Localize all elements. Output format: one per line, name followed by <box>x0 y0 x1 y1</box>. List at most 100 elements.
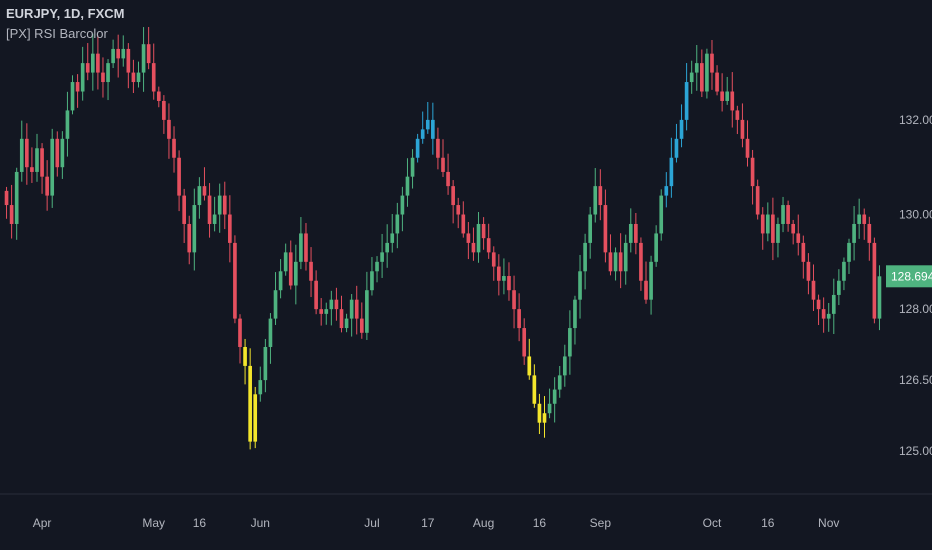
indicator-title[interactable]: [PX] RSI Barcolor <box>6 26 108 41</box>
candle-body <box>177 157 181 196</box>
candle-body <box>359 318 364 333</box>
candle-body <box>121 48 126 59</box>
candle-body <box>669 157 674 187</box>
candle-body <box>486 238 491 253</box>
candle-body <box>700 63 704 92</box>
candle-body <box>197 186 202 206</box>
candle-body <box>111 48 115 64</box>
candle-body <box>446 171 450 187</box>
candle-body <box>90 53 95 73</box>
candle-body <box>639 242 643 281</box>
time-tick-label: 17 <box>421 516 435 530</box>
candle-body <box>390 233 395 243</box>
candle-body <box>557 375 562 390</box>
candle-body <box>96 53 100 73</box>
time-tick-label: 16 <box>533 516 547 530</box>
candle-body <box>187 223 192 253</box>
candle-body <box>395 214 400 234</box>
candle-body <box>314 280 318 310</box>
candle-body <box>847 242 851 262</box>
candle-body <box>491 252 496 267</box>
candle-body <box>466 233 471 243</box>
time-axis[interactable]: Apr May 16 Jun Jul 17 Aug 16 Sep Oct 16 Nov <box>33 516 840 530</box>
candle-body <box>694 63 699 73</box>
price-axis[interactable]: 132.000 130.000 128.000 126.500 125.000 <box>899 113 932 458</box>
candle-body <box>75 82 80 92</box>
candle-body <box>253 394 258 442</box>
candle-body <box>542 413 547 423</box>
candle-body <box>578 271 582 300</box>
price-tick-label: 128.000 <box>899 302 932 316</box>
time-tick-label: Aug <box>473 516 494 530</box>
time-tick-label: Jul <box>364 516 379 530</box>
candle-body <box>375 261 379 272</box>
candle-body <box>750 157 755 187</box>
time-tick-label: Oct <box>703 516 722 530</box>
candle-body <box>70 82 75 111</box>
candle-body <box>136 72 141 83</box>
candles-group <box>4 26 882 450</box>
candle-body <box>85 63 90 73</box>
candle-body <box>517 309 521 329</box>
last-price-background <box>886 265 932 288</box>
candle-body <box>532 375 537 404</box>
symbol-title[interactable]: EURJPY, 1D, FXCM <box>6 6 125 21</box>
candle-body <box>25 138 29 168</box>
candle-body <box>45 176 49 196</box>
candle-body <box>689 72 694 83</box>
candle-body <box>304 233 308 262</box>
candle-body <box>167 119 171 139</box>
candle-body <box>319 309 324 314</box>
candle-body <box>588 214 593 243</box>
candle-body <box>664 186 669 196</box>
candle-body <box>720 91 724 101</box>
candle-body <box>867 223 872 243</box>
candle-body <box>258 380 263 395</box>
candle-body <box>755 186 760 215</box>
candle-body <box>842 261 846 281</box>
candle-body <box>831 294 836 314</box>
candle-body <box>568 328 572 357</box>
candle-body <box>618 252 623 272</box>
time-tick-label: 16 <box>761 516 775 530</box>
candle-body <box>217 195 222 215</box>
candle-body <box>623 242 628 272</box>
candle-body <box>151 63 156 92</box>
candle-body <box>156 91 161 101</box>
candle-body <box>547 403 552 414</box>
last-price-badge: 128.694 <box>886 265 932 288</box>
candle-body <box>50 138 55 196</box>
candle-body <box>344 318 349 329</box>
candle-body <box>441 157 445 172</box>
candle-body <box>456 205 461 215</box>
candle-body <box>857 214 861 224</box>
candle-body <box>172 138 176 158</box>
candle-body <box>816 299 821 310</box>
candle-body <box>862 214 867 224</box>
candle-body <box>634 223 638 243</box>
candle-body <box>796 233 801 243</box>
last-price-label: 128.694 <box>891 269 932 283</box>
candle-body <box>745 138 750 158</box>
candle-body <box>461 214 466 234</box>
candle-body <box>765 214 770 234</box>
candle-body <box>385 242 390 253</box>
time-tick-label: Apr <box>33 516 52 530</box>
candle-body <box>354 299 359 319</box>
candle-body <box>141 44 146 73</box>
candle-body <box>781 205 785 224</box>
candle-body <box>146 44 151 64</box>
candle-body <box>410 157 415 177</box>
candle-body <box>562 356 567 376</box>
candle-body <box>60 138 65 168</box>
candle-body <box>522 328 527 357</box>
candle-body <box>760 214 765 234</box>
candle-body <box>496 266 501 281</box>
candle-body <box>30 167 34 172</box>
candle-body <box>593 186 598 215</box>
candle-body <box>502 276 506 281</box>
candle-body <box>400 195 405 215</box>
candle-body <box>365 290 369 333</box>
